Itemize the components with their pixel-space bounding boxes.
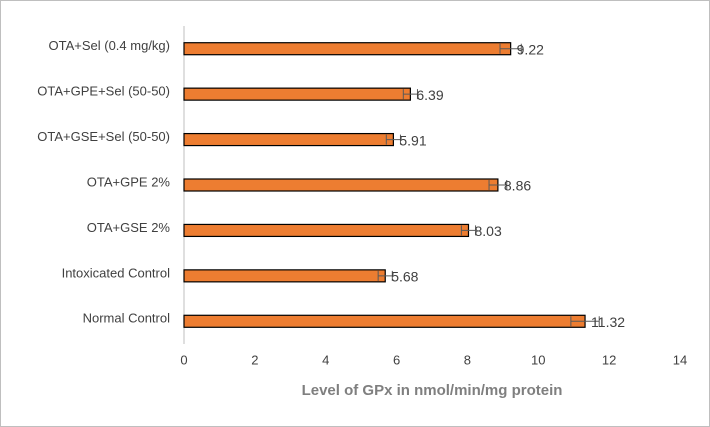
y-tick-label: Normal Control (83, 311, 171, 326)
x-tick-label: 14 (673, 352, 687, 367)
y-tick-label: OTA+GPE 2% (87, 174, 171, 189)
bar (183, 269, 386, 283)
x-tick-label: 6 (393, 352, 400, 367)
error-bar (460, 225, 477, 236)
x-tick-label: 12 (602, 352, 616, 367)
x-tick-label: 2 (251, 352, 258, 367)
bar (183, 223, 470, 238)
y-tick-label: Intoxicated Control (62, 265, 171, 280)
bar (183, 132, 394, 147)
data-label: 8.03 (474, 223, 501, 239)
bar (183, 178, 499, 192)
y-tick-label: OTA+GPE+Sel (50-50) (37, 84, 170, 99)
y-tick-label: OTA+Sel (0.4 mg/kg) (49, 38, 171, 53)
error-bar (377, 270, 393, 281)
data-label: 6.39 (416, 87, 443, 103)
bar (183, 42, 512, 56)
bar (183, 87, 411, 101)
x-tick-label: 10 (531, 352, 545, 367)
data-label: 5.68 (391, 269, 418, 285)
y-tick-label: OTA+GSE+Sel (50-50) (37, 129, 170, 144)
bar (183, 314, 586, 328)
error-bar (402, 89, 418, 100)
data-label: 11.32 (591, 314, 625, 330)
data-label: 9.22 (517, 41, 544, 57)
x-tick-label: 8 (464, 352, 471, 367)
error-bar (570, 316, 600, 327)
data-label: 8.86 (504, 178, 531, 194)
x-axis-label: Level of GPx in nmol/min/mg protein (302, 382, 563, 399)
x-tick-label: 0 (180, 352, 187, 367)
error-bar (499, 43, 522, 54)
error-bar (385, 134, 401, 145)
error-bar (488, 180, 508, 190)
y-tick-label: OTA+GSE 2% (87, 220, 171, 235)
x-tick-label: 4 (322, 352, 329, 367)
data-label: 5.91 (399, 132, 426, 148)
